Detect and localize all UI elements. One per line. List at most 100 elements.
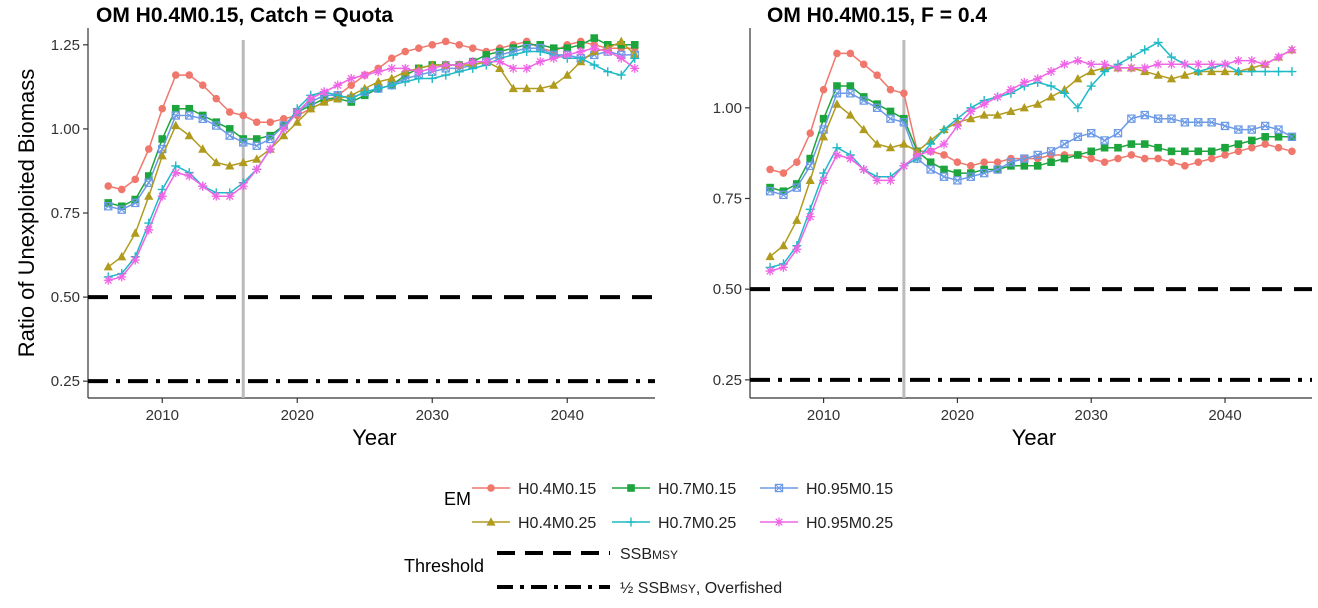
panel-2-data-point-shape <box>1140 45 1150 55</box>
panel-1-data-point-shape <box>441 60 451 70</box>
panel-2-data-point-shape <box>926 165 935 174</box>
panel-1-data-point <box>292 107 302 117</box>
panel-2-data-point-shape <box>1167 59 1176 69</box>
legend-item-h04m015: H0.4M0.15 <box>472 481 596 498</box>
panel-1-data-point-shape <box>603 67 613 77</box>
panel-2-data-point <box>1020 162 1029 170</box>
panel-2-data-point-shape <box>1207 147 1216 156</box>
panel-1-data-point-shape <box>212 94 221 103</box>
panel-2-data-point <box>1287 45 1297 55</box>
panel-2-data-point <box>778 240 789 250</box>
panel-1-data-point <box>117 185 126 194</box>
panel-2-x-tick-label: 2040 <box>1208 407 1241 424</box>
panel-1-data-point <box>508 50 518 60</box>
panel-2-data-point-shape <box>1140 110 1149 120</box>
panel-2-data-point-shape <box>1167 158 1176 167</box>
panel-2-data-point <box>980 158 988 167</box>
panel-2-data-point <box>926 165 935 174</box>
panel-1-data-point-shape <box>144 172 153 180</box>
panel-2-data-point-shape <box>1087 147 1096 156</box>
panel-1-data-point <box>225 131 234 140</box>
panel-1-data-point <box>603 67 613 77</box>
panel-2-data-point <box>1140 45 1150 55</box>
panel-1-data-point-shape <box>589 43 599 53</box>
panel-2-data-point <box>952 121 962 131</box>
panel-2-data-point <box>979 110 989 119</box>
panel-2-data-point <box>1046 92 1056 101</box>
panel-2-data-point-shape <box>953 169 962 177</box>
panel-2-data-point <box>859 60 868 69</box>
legend-key-marker-shape <box>626 517 636 527</box>
panel-2-data-point <box>779 169 788 177</box>
panel-2-data-point <box>1033 99 1043 108</box>
panel-2-y-tick-label: 1.00 <box>713 100 742 117</box>
panel-1-data-point <box>211 191 221 201</box>
panel-2-data-point <box>1261 133 1269 141</box>
panel-2-data-point <box>1260 121 1270 131</box>
panel-2-data-point-shape <box>1153 59 1163 69</box>
panel-1-data-point-shape <box>616 53 626 63</box>
panel-1-data-point <box>171 168 181 178</box>
panel-2-data-point <box>992 110 1003 119</box>
panel-2-data-point-shape <box>1033 150 1042 160</box>
panel-1-data-point <box>157 191 167 201</box>
panel-2-data-point-shape <box>1288 147 1296 156</box>
panel-1-data-point <box>333 80 343 90</box>
panel-1-series-line <box>108 50 636 278</box>
panel-1-data-point-shape <box>508 83 518 93</box>
panel-1-data-point-shape <box>535 57 545 67</box>
panel-1-data-point <box>198 144 208 153</box>
panel-2-data-point-shape <box>940 165 948 174</box>
panel-1-data-point <box>131 198 140 208</box>
panel-2-data-point <box>1087 147 1096 156</box>
panel-2-data-point <box>1193 59 1203 69</box>
legend-key-marker <box>627 484 635 492</box>
panel-2-data-point-shape <box>1019 77 1029 87</box>
legend-item-h07m015: H0.7M0.15 <box>612 481 736 498</box>
panel-2-data-point-cross <box>940 172 949 181</box>
panel-1-data-point-shape <box>522 83 532 93</box>
panel-2-data-point <box>1140 63 1150 73</box>
panel-1-y-tick-label: 1.00 <box>51 121 80 138</box>
panel-2-title: OM H0.4M0.15, F = 0.4 <box>767 4 987 27</box>
panel-2-data-point-cross <box>1047 147 1056 156</box>
panel-1-data-point-cross <box>252 141 261 150</box>
panel-2-data-point <box>899 139 909 148</box>
panel-1-data-point <box>427 63 437 73</box>
panel-1-data-point-shape <box>265 144 275 154</box>
panel-2-data-point <box>1288 147 1296 156</box>
panel-2-data-point-shape <box>1247 67 1257 77</box>
panel-1-data-point <box>590 34 599 42</box>
panel-2-data-point-cross <box>846 89 855 98</box>
legend-threshold-rest: , Overfished <box>696 580 782 597</box>
panel-2-data-point-shape <box>953 176 962 185</box>
panel-1-data-point-shape <box>104 202 113 211</box>
panel-1-series-line <box>107 40 636 268</box>
panel-2-data-point-shape <box>885 142 896 152</box>
panel-2-data-point-shape <box>1207 118 1216 127</box>
panel-2-data-point <box>793 158 801 167</box>
panel-1-data-point <box>549 44 558 52</box>
panel-1-data-point <box>401 47 410 56</box>
panel-2-data-point-shape <box>778 240 789 250</box>
panel-2-data-point-shape <box>1114 143 1122 152</box>
panel-2-data-point-shape <box>1194 147 1203 156</box>
panel-1-data-point-shape <box>495 57 505 67</box>
panel-1-data-point-shape <box>468 57 478 67</box>
panel-2-data-point-cross <box>1033 150 1042 159</box>
panel-2-data-point <box>1247 67 1257 77</box>
panel-2-data-point <box>1073 103 1083 113</box>
panel-1-data-point <box>508 63 518 73</box>
panel-1-data-point-shape <box>590 34 599 42</box>
panel-2-x-label: Year <box>1012 425 1056 450</box>
panel-2-data-point-shape <box>1140 63 1150 73</box>
panel-2-data-point <box>1059 88 1069 98</box>
panel-2-data-point <box>832 99 842 108</box>
panel-1-data-point-shape <box>549 80 559 89</box>
panel-2-data-point-cross <box>953 176 962 185</box>
panel-2-data-point <box>1006 158 1016 167</box>
panel-1-data-point <box>239 111 248 120</box>
panel-1-data-point <box>360 70 370 80</box>
panel-2-data-point-shape <box>1261 140 1269 148</box>
panel-2-data-point-shape <box>1274 67 1284 77</box>
